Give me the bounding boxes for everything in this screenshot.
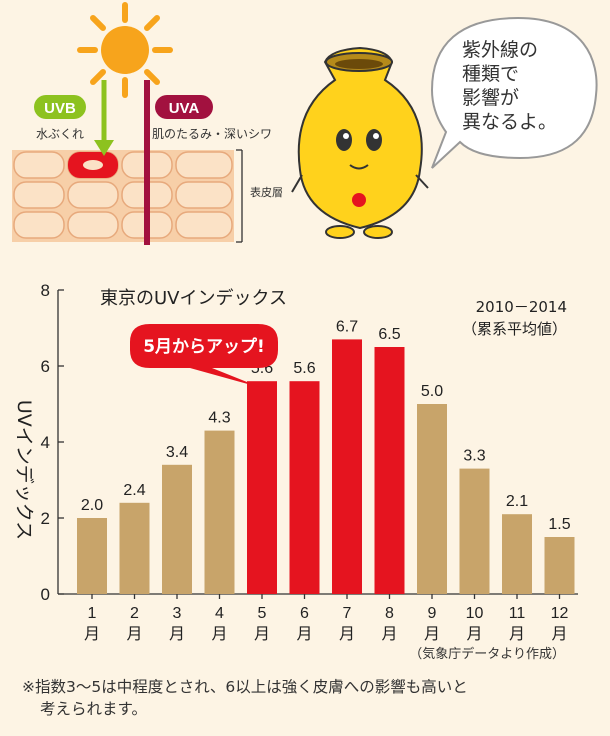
y-tick-label: 8 (41, 281, 50, 300)
sun-icon (77, 2, 173, 98)
x-label-unit-6: 月 (296, 624, 312, 643)
speech-bubble-line-2: 種類で (462, 63, 519, 85)
x-label-unit-1: 月 (84, 624, 100, 643)
value-label-2: 2.4 (123, 482, 145, 499)
top-illustration: UVB 水ぶくれ UVA 肌のたるみ・深いシワ 表皮層 紫外線の 種類で 影響が… (12, 2, 598, 245)
skin-layer-bracket (236, 149, 243, 243)
speech-bubble: 紫外線の 種類で 影響が 異なるよ。 (430, 16, 598, 169)
x-label-number-5: 5 (258, 605, 267, 622)
x-label-number-8: 8 (385, 605, 394, 622)
value-label-4: 4.3 (208, 410, 230, 427)
uvb-effect-label: 水ぶくれ (36, 127, 84, 141)
callout-bubble: 5月からアップ! (130, 324, 278, 388)
x-label-unit-9: 月 (424, 624, 440, 643)
speech-bubble-line-4: 異なるよ。 (462, 111, 557, 133)
value-label-7: 6.7 (336, 318, 358, 335)
value-labels: 2.02.43.44.35.6 5.66.7 6.55.03.32.11.5 (81, 318, 571, 533)
x-label-unit-4: 月 (211, 624, 227, 643)
callout-text: 5月からアップ! (143, 336, 265, 357)
bar-10 (459, 468, 490, 594)
bar-9 (417, 404, 447, 594)
x-label-number-1: 1 (88, 605, 97, 622)
y-axis-label: UVインデックス (13, 400, 35, 540)
bar-6 (289, 381, 320, 594)
bar-3 (162, 464, 192, 594)
value-label-9: 5.0 (421, 383, 443, 400)
uvb-badge: UVB (34, 95, 86, 119)
x-label-number-3: 3 (173, 605, 182, 622)
footnote-line-2: 考えられます。 (40, 700, 147, 718)
footnote-line-1: ※指数3～5は中程度とされ、6以上は強く皮膚への影響も高いと (22, 678, 468, 696)
x-axis-labels: 1 月 2 月 3 月 4 月 5 月 6 月 7 月 8 月 9 月 10 月 11 月 12 月 (84, 594, 569, 643)
uva-ray (144, 80, 150, 245)
value-label-6: 5.6 (293, 360, 315, 377)
x-label-number-4: 4 (215, 605, 224, 622)
value-label-3: 3.4 (166, 444, 188, 461)
x-label-unit-8: 月 (381, 624, 397, 643)
x-label-number-11: 11 (509, 605, 526, 622)
x-label-number-6: 6 (300, 605, 309, 622)
bar-4 (204, 430, 235, 594)
mascot-character (291, 46, 429, 239)
value-label-1: 2.0 (81, 497, 103, 514)
x-label-unit-3: 月 (169, 624, 185, 643)
footnote: ※指数3～5は中程度とされ、6以上は強く皮膚への影響も高いと 考えられます。 (22, 676, 592, 720)
value-label-11: 2.1 (506, 493, 528, 510)
value-label-10: 3.3 (463, 448, 485, 465)
x-label-unit-12: 月 (551, 624, 567, 643)
x-label-unit-11: 月 (509, 624, 525, 643)
bar-8 (374, 347, 405, 594)
bars (77, 339, 575, 594)
speech-bubble-line-3: 影響が (462, 87, 519, 109)
period-note-line-2: （累系平均値） (462, 320, 567, 338)
uva-effect-label: 肌のたるみ・深いシワ (152, 127, 272, 141)
uvb-label: UVB (44, 100, 76, 117)
skin-layer-label: 表皮層 (250, 185, 283, 199)
y-tick-label: 6 (41, 357, 50, 376)
bar-5 (247, 381, 277, 594)
y-tick-label: 4 (41, 433, 50, 452)
x-label-number-9: 9 (428, 605, 437, 622)
value-label-8: 6.5 (378, 326, 400, 343)
bar-12 (544, 537, 575, 594)
x-label-number-10: 10 (466, 605, 484, 622)
speech-bubble-line-1: 紫外線の (462, 39, 538, 61)
x-label-unit-10: 月 (466, 624, 482, 643)
x-label-number-7: 7 (343, 605, 352, 622)
chart-title: 東京のUVインデックス (100, 288, 287, 309)
x-label-number-12: 12 (551, 605, 569, 622)
bar-7 (332, 339, 362, 594)
x-label-number-2: 2 (130, 605, 139, 622)
uva-badge: UVA (155, 95, 213, 119)
x-label-unit-5: 月 (254, 624, 270, 643)
uva-label: UVA (169, 100, 200, 117)
bar-11 (502, 514, 532, 594)
value-label-12: 1.5 (548, 516, 570, 533)
y-tick-label: 2 (41, 509, 50, 528)
uvb-ray (94, 80, 114, 156)
period-note-line-1: 2010－2014 (476, 298, 567, 316)
y-tick-label: 0 (41, 585, 50, 604)
bar-1 (77, 518, 107, 594)
bar-2 (119, 502, 150, 594)
source-note: （気象庁データより作成） (409, 646, 565, 662)
skin-layer-diagram (12, 150, 234, 242)
x-label-unit-7: 月 (339, 624, 355, 643)
x-label-unit-2: 月 (126, 624, 142, 643)
